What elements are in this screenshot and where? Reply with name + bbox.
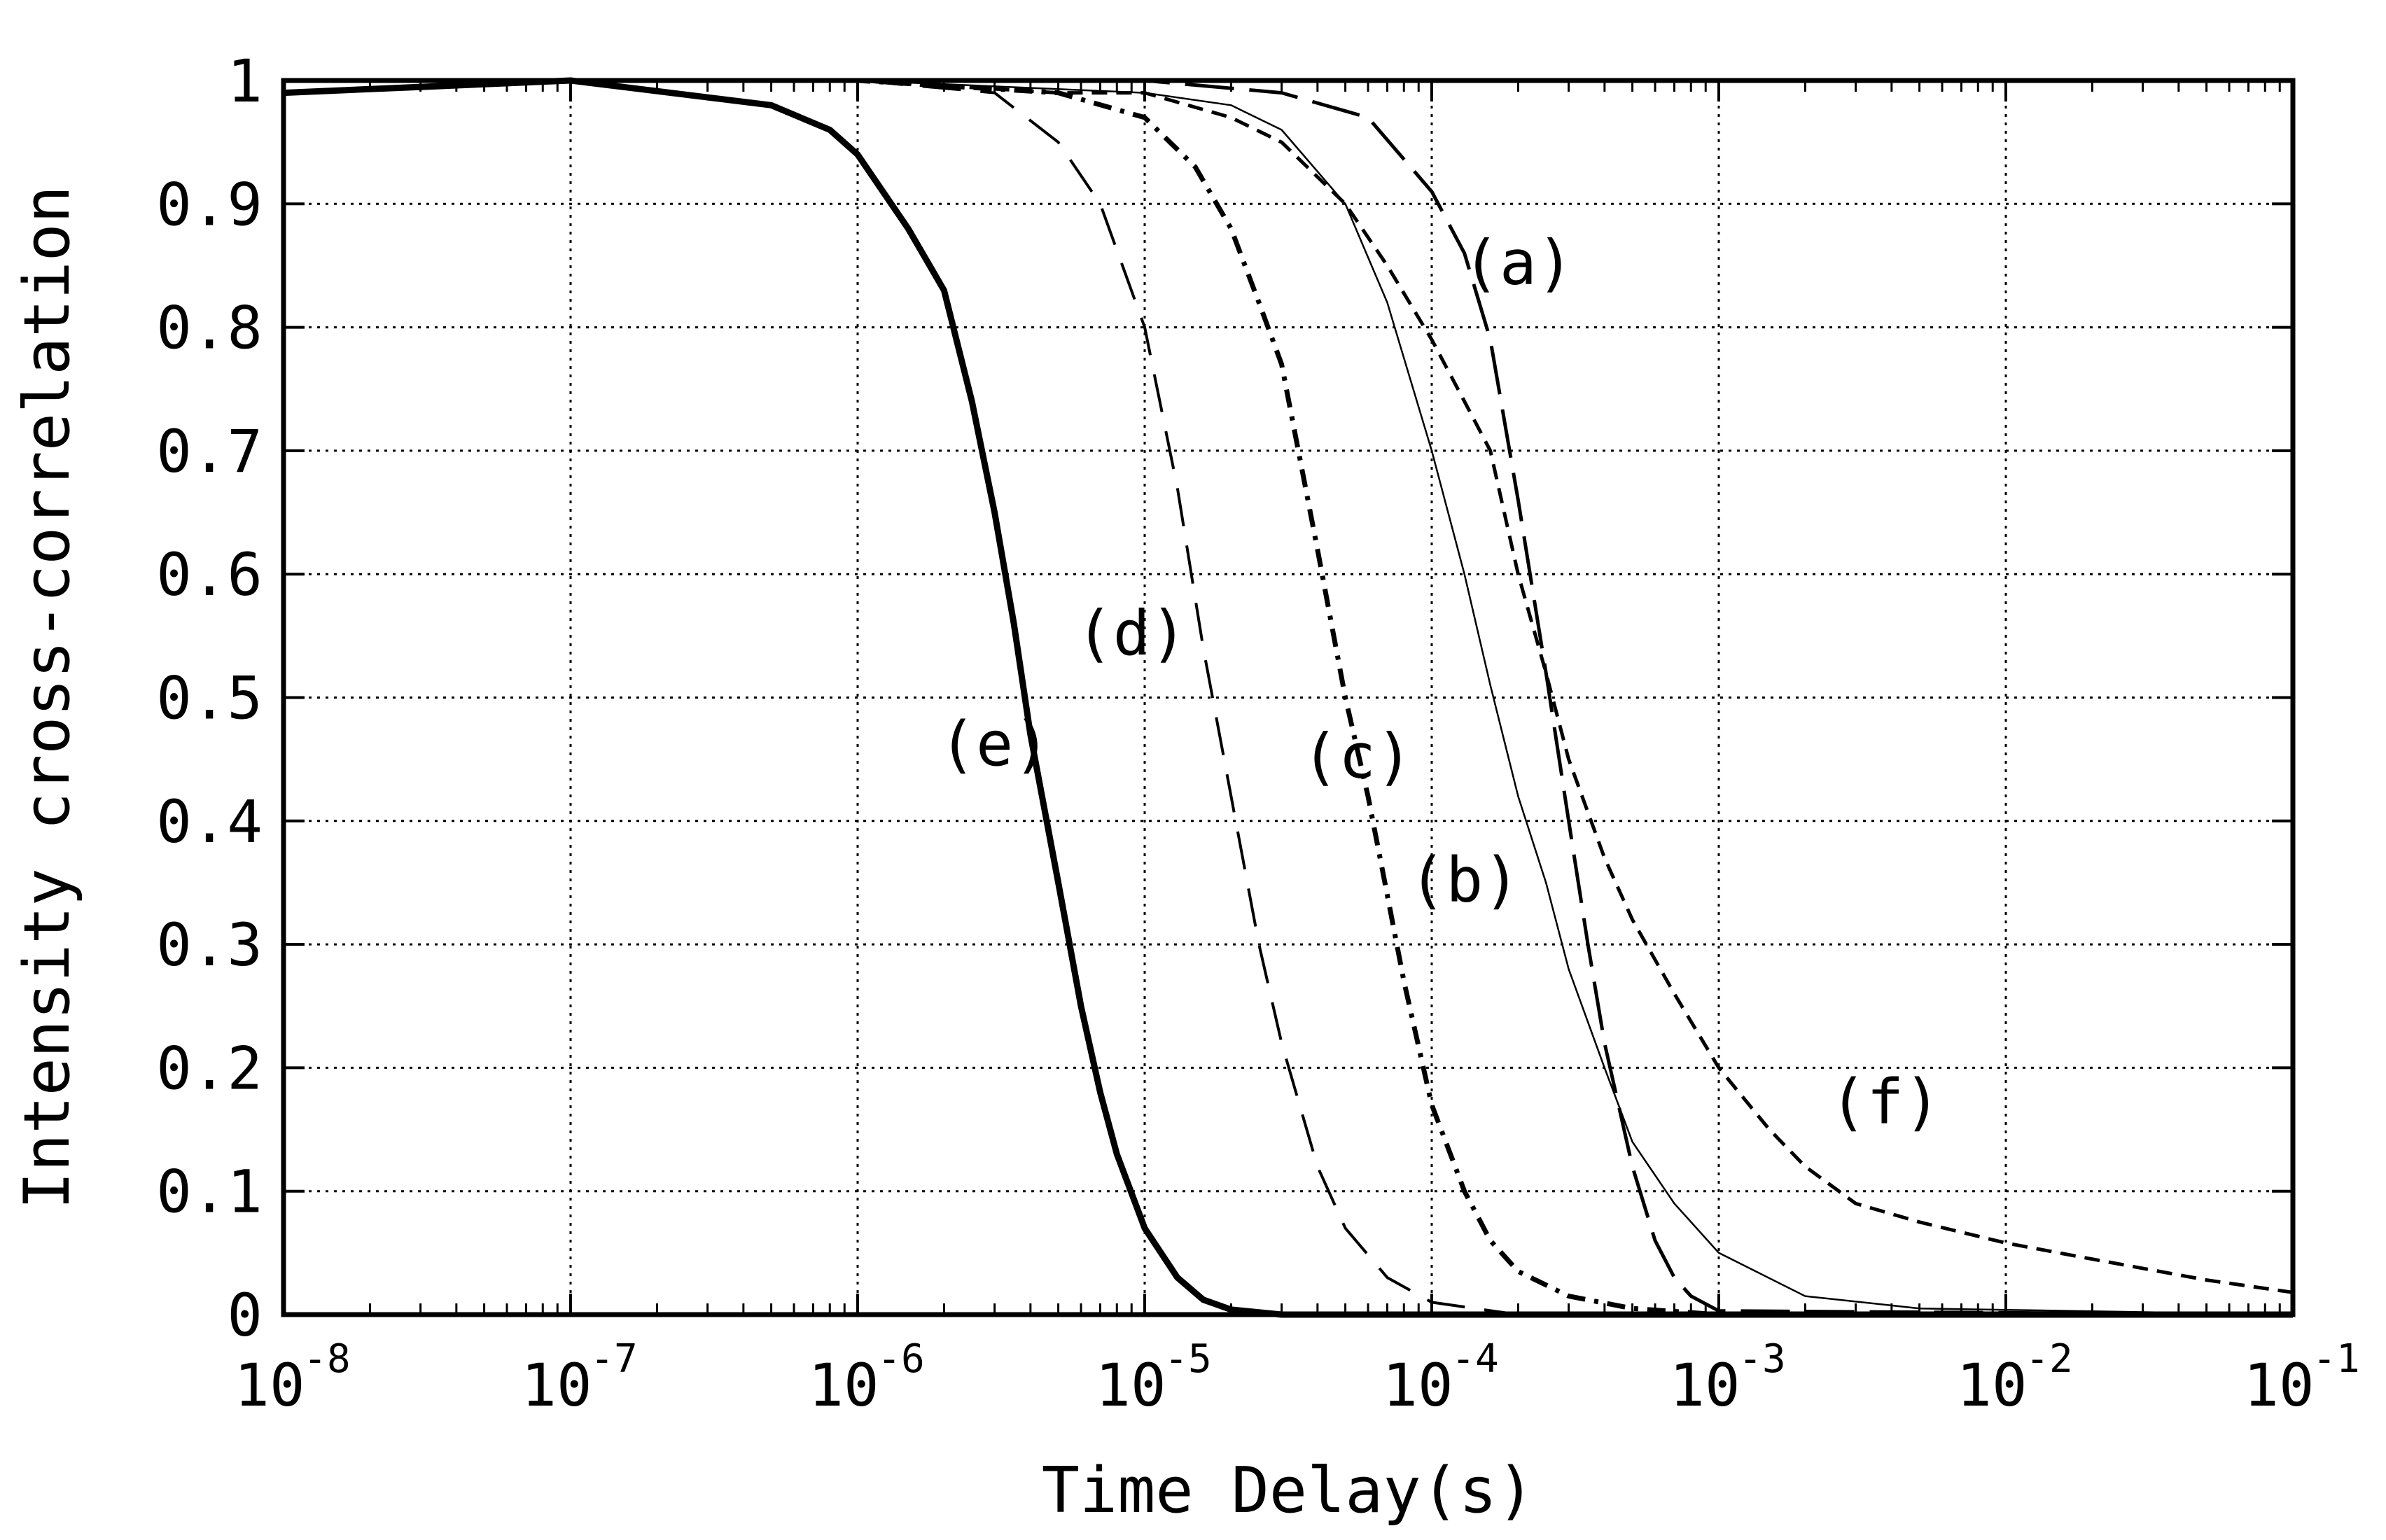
grid bbox=[284, 80, 2293, 1315]
x-tick-exponent: -1 bbox=[2312, 1336, 2359, 1382]
curve-label-f: (f) bbox=[1829, 1066, 1941, 1138]
series-line-d bbox=[284, 79, 2293, 1316]
curve-label-a: (a) bbox=[1463, 227, 1574, 299]
y-tick-label: 0.2 bbox=[156, 1034, 263, 1102]
x-tick-exponent: -7 bbox=[590, 1336, 637, 1382]
x-tick-label: 10 bbox=[1669, 1351, 1740, 1420]
x-tick-label: 10 bbox=[1382, 1351, 1453, 1420]
series-line-f bbox=[284, 78, 2294, 1294]
y-tick-label: 0.7 bbox=[156, 417, 263, 486]
series-line-a bbox=[284, 78, 2294, 1317]
x-axis-label: Time Delay(s) bbox=[1042, 1454, 1535, 1527]
series-group bbox=[283, 77, 2294, 1318]
y-tick-label: 0.8 bbox=[156, 294, 263, 363]
x-tick-exponent: -8 bbox=[303, 1336, 350, 1382]
x-tick-exponent: -6 bbox=[877, 1336, 924, 1382]
y-tick-label: 0.1 bbox=[156, 1158, 263, 1226]
y-tick-label: 0.6 bbox=[156, 540, 263, 609]
ticks: 10-8 10-7 10-6 10-5 10-4 10-3 10-2 10-100.10.20… bbox=[156, 47, 2359, 1420]
y-tick-label: 0.4 bbox=[156, 788, 263, 856]
x-tick-label: 10 bbox=[2243, 1351, 2314, 1420]
curve-labels: (a) (b) (c) (d) (e) (f) bbox=[939, 227, 1941, 1138]
series-line-c bbox=[284, 78, 2293, 1317]
x-tick-exponent: -3 bbox=[1738, 1336, 1785, 1382]
x-tick-label: 10 bbox=[521, 1351, 592, 1420]
y-tick-label: 0 bbox=[227, 1281, 263, 1350]
x-tick-exponent: -4 bbox=[1451, 1336, 1498, 1382]
x-tick-exponent: -5 bbox=[1164, 1336, 1211, 1382]
y-tick-label: 1 bbox=[227, 47, 263, 115]
x-tick-label: 10 bbox=[1095, 1351, 1166, 1420]
x-tick-label: 10 bbox=[234, 1351, 305, 1420]
x-tick-label: 10 bbox=[808, 1351, 879, 1420]
curve-label-e: (e) bbox=[939, 708, 1050, 780]
y-tick-label: 0.5 bbox=[156, 664, 263, 733]
y-axis-label: Intensity cross-correlation bbox=[11, 186, 84, 1210]
y-tick-label: 0.3 bbox=[156, 911, 263, 979]
x-tick-label: 10 bbox=[1956, 1351, 2027, 1420]
curve-label-c: (c) bbox=[1302, 720, 1413, 792]
curve-label-d: (d) bbox=[1076, 597, 1187, 669]
series-line-e bbox=[283, 77, 2293, 1318]
y-tick-label: 0.9 bbox=[156, 170, 263, 239]
series-line-b bbox=[284, 79, 2294, 1316]
curve-label-b: (b) bbox=[1409, 844, 1520, 916]
x-tick-exponent: -2 bbox=[2025, 1336, 2072, 1382]
